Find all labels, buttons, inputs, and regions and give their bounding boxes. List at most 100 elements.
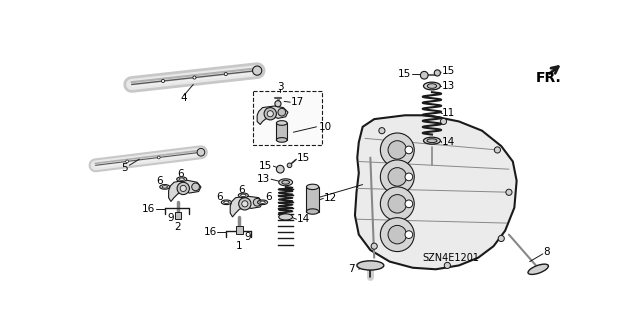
Ellipse shape	[260, 201, 265, 204]
Circle shape	[494, 147, 500, 153]
Ellipse shape	[307, 209, 319, 214]
Circle shape	[371, 243, 378, 249]
Text: 6: 6	[239, 185, 245, 195]
Bar	[307, 187, 319, 211]
Circle shape	[498, 235, 504, 241]
Ellipse shape	[528, 264, 548, 274]
Text: 5: 5	[122, 163, 128, 173]
Text: 14: 14	[442, 137, 455, 147]
Ellipse shape	[424, 137, 440, 144]
Circle shape	[405, 231, 413, 239]
Circle shape	[380, 133, 414, 167]
Text: 6: 6	[216, 192, 223, 202]
Circle shape	[192, 183, 200, 191]
Circle shape	[253, 198, 261, 206]
Ellipse shape	[307, 184, 319, 189]
Text: 12: 12	[324, 193, 337, 204]
Bar	[276, 123, 287, 140]
Circle shape	[405, 173, 413, 181]
Ellipse shape	[276, 137, 287, 142]
Circle shape	[388, 195, 406, 213]
Ellipse shape	[223, 201, 229, 204]
Circle shape	[405, 200, 413, 208]
Circle shape	[253, 66, 262, 75]
Ellipse shape	[241, 194, 246, 197]
Circle shape	[267, 111, 273, 117]
Text: 13: 13	[257, 174, 270, 184]
Circle shape	[287, 163, 292, 168]
Text: 15: 15	[259, 161, 273, 171]
Circle shape	[125, 160, 129, 163]
Ellipse shape	[424, 82, 440, 90]
Polygon shape	[355, 115, 516, 269]
Ellipse shape	[282, 180, 289, 184]
Ellipse shape	[162, 186, 168, 188]
Circle shape	[276, 165, 284, 173]
Text: 6: 6	[177, 169, 184, 179]
Circle shape	[224, 72, 227, 76]
Text: 9: 9	[168, 213, 175, 223]
Ellipse shape	[279, 214, 292, 220]
Circle shape	[379, 128, 385, 134]
Ellipse shape	[276, 121, 287, 125]
Text: 15: 15	[442, 66, 455, 76]
Text: 11: 11	[442, 108, 455, 118]
Ellipse shape	[238, 193, 248, 198]
Circle shape	[444, 262, 451, 269]
Circle shape	[239, 198, 251, 210]
Circle shape	[380, 187, 414, 221]
Ellipse shape	[160, 185, 170, 189]
Ellipse shape	[357, 261, 384, 270]
Text: 3: 3	[277, 82, 284, 92]
Circle shape	[157, 156, 160, 159]
Circle shape	[275, 101, 281, 107]
Circle shape	[161, 79, 164, 83]
Circle shape	[388, 226, 406, 244]
Text: 16: 16	[142, 204, 156, 214]
Circle shape	[278, 108, 285, 116]
Text: 14: 14	[297, 214, 310, 224]
Ellipse shape	[279, 179, 292, 186]
Bar	[175, 211, 181, 219]
Circle shape	[264, 108, 276, 120]
Circle shape	[440, 118, 447, 124]
Circle shape	[435, 70, 440, 76]
Circle shape	[193, 76, 196, 79]
Text: 10: 10	[319, 122, 332, 132]
Circle shape	[177, 182, 189, 195]
Circle shape	[380, 160, 414, 194]
Circle shape	[242, 201, 248, 207]
Text: 1: 1	[236, 241, 242, 251]
Text: 2: 2	[175, 222, 181, 232]
Text: 15: 15	[297, 152, 310, 163]
Text: SZN4E1201: SZN4E1201	[422, 253, 480, 263]
Text: 17: 17	[291, 97, 304, 107]
Text: 9: 9	[245, 232, 252, 242]
Ellipse shape	[427, 139, 437, 143]
Text: 6: 6	[157, 176, 163, 187]
Text: 8: 8	[543, 247, 550, 257]
Circle shape	[388, 168, 406, 186]
Ellipse shape	[179, 178, 184, 180]
Circle shape	[420, 71, 428, 79]
Bar	[236, 226, 243, 234]
Bar	[253, 91, 322, 145]
Text: 13: 13	[442, 81, 455, 91]
Text: 15: 15	[398, 70, 411, 79]
Text: 7: 7	[348, 264, 355, 274]
Circle shape	[197, 148, 205, 156]
Circle shape	[380, 218, 414, 252]
Circle shape	[506, 189, 512, 195]
Circle shape	[388, 141, 406, 159]
Ellipse shape	[257, 200, 268, 204]
Text: 4: 4	[180, 93, 188, 103]
Circle shape	[180, 185, 186, 191]
Text: 6: 6	[265, 192, 271, 202]
Ellipse shape	[221, 200, 232, 204]
Text: 16: 16	[204, 227, 217, 237]
Circle shape	[405, 146, 413, 154]
Polygon shape	[168, 180, 201, 202]
Polygon shape	[257, 106, 288, 124]
Polygon shape	[230, 196, 262, 217]
Ellipse shape	[428, 84, 436, 88]
